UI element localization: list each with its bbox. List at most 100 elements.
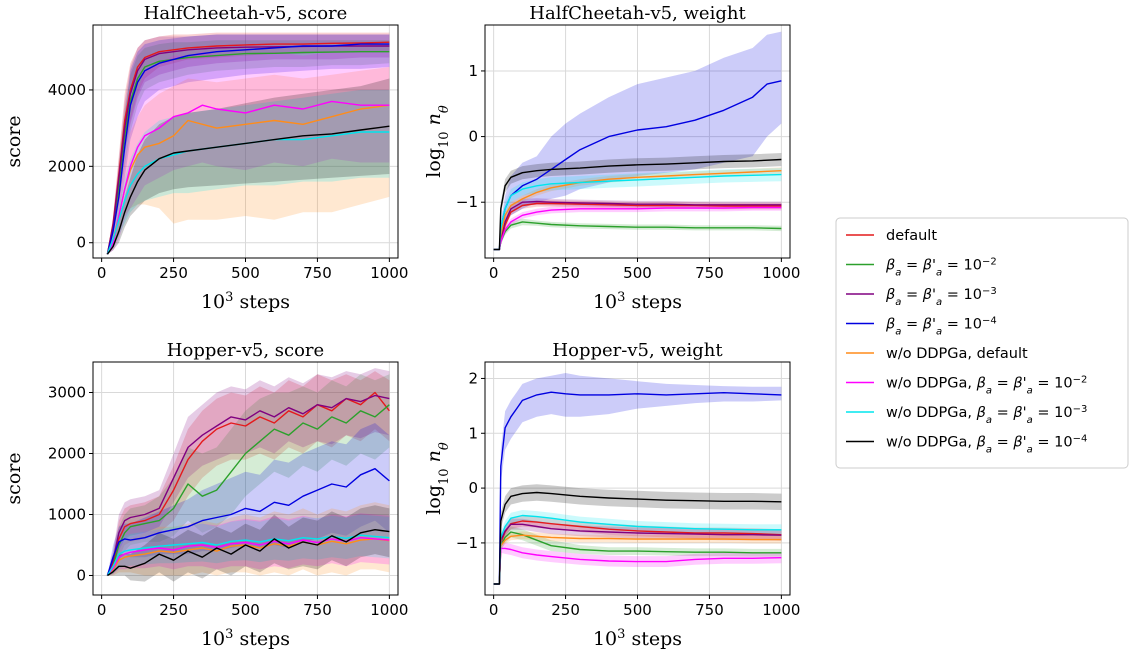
subplot-0: 0 250 500 750 1000 0 2000 4000 HalfCheetah-v5, s…: [3, 3, 408, 313]
x-tick-label: 500: [231, 264, 260, 282]
x-axis-label: 103 steps: [201, 290, 290, 314]
series-band-4: [493, 531, 782, 584]
y-tick-label: 1000: [48, 505, 86, 523]
series-line-2: [106, 394, 390, 576]
series-line-5: [106, 537, 390, 576]
x-tick-label: 500: [623, 601, 652, 619]
subplot-title: HalfCheetah-v5, score: [144, 3, 348, 24]
series-line-7: [493, 491, 782, 585]
x-axis-label: 103 steps: [593, 627, 682, 651]
series-line-5: [493, 206, 782, 251]
series-band-1: [107, 40, 390, 255]
series-line-7: [106, 125, 390, 255]
y-tick-label: −1: [456, 193, 478, 211]
y-tick-label: 1: [468, 62, 478, 80]
legend-label: default: [886, 228, 937, 244]
y-tick-label: 1: [468, 424, 478, 442]
y-tick-label: 3000: [48, 383, 86, 401]
y-tick-label: 0: [468, 479, 478, 497]
legend-box: [835, 217, 1129, 469]
x-tick-label: 500: [231, 601, 260, 619]
series-line-4: [493, 170, 782, 251]
x-tick-label: 250: [551, 601, 580, 619]
series-line-3: [106, 43, 390, 255]
legend-label: βa = β'a = 10−2: [885, 256, 997, 278]
series-line-0: [493, 520, 782, 585]
y-axis-label: log10 nθ: [423, 442, 452, 515]
series-band-0: [107, 371, 390, 576]
y-axis-label: log10 nθ: [423, 105, 452, 178]
series-band-4: [493, 167, 782, 250]
series-line-6: [106, 131, 390, 255]
x-axis-label: 103 steps: [593, 290, 682, 314]
x-tick-label: 750: [695, 264, 724, 282]
series-line-5: [106, 100, 390, 255]
series-band-3: [107, 423, 390, 576]
x-tick-label: 250: [551, 264, 580, 282]
series-line-0: [493, 202, 782, 251]
x-tick-label: 0: [97, 601, 107, 619]
series-band-6: [493, 168, 782, 250]
y-axis-label: score: [3, 452, 25, 504]
series-line-5: [493, 547, 782, 585]
legend: default βa = β'a = 10−2 βa = β'a = 10−3 βa …: [835, 217, 1129, 469]
series-line-3: [493, 391, 782, 585]
series-band-4: [107, 67, 390, 255]
series-line-0: [106, 391, 390, 576]
y-tick-label: 2000: [48, 444, 86, 462]
series-band-2: [493, 198, 782, 250]
series-band-1: [493, 526, 782, 584]
y-tick-label: 0: [76, 234, 86, 252]
x-tick-label: 0: [489, 601, 499, 619]
legend-label: βa = β'a = 10−4: [885, 315, 997, 337]
subplot-title: HalfCheetah-v5, weight: [529, 3, 746, 24]
series-line-3: [106, 468, 390, 576]
subplot-title: Hopper-v5, weight: [552, 340, 723, 361]
series-line-2: [493, 523, 782, 585]
series-band-2: [107, 368, 390, 576]
series-band-5: [107, 513, 390, 576]
series-band-0: [107, 32, 390, 255]
legend-label: w/o DDPGa, βa = β'a = 10−4: [886, 433, 1087, 455]
subplot-title: Hopper-v5, score: [167, 340, 324, 361]
y-tick-label: 2: [468, 369, 478, 387]
y-tick-label: 0: [468, 128, 478, 146]
series-line-4: [493, 534, 782, 585]
series-band-5: [493, 542, 782, 584]
subplot-1: 0 250 500 750 1000 −1 0 1 HalfCheetah-v5, weight…: [423, 3, 800, 313]
series-band-2: [107, 34, 390, 255]
x-tick-label: 1000: [762, 264, 800, 282]
series-band-1: [107, 374, 390, 576]
x-tick-label: 750: [303, 601, 332, 619]
series-line-1: [106, 404, 390, 576]
series-band-1: [493, 218, 782, 250]
series-line-6: [493, 514, 782, 585]
series-band-7: [493, 153, 782, 250]
x-tick-label: 750: [695, 601, 724, 619]
x-tick-label: 250: [159, 601, 188, 619]
x-tick-label: 250: [159, 264, 188, 282]
series-band-3: [493, 31, 782, 250]
legend-label: w/o DDPGa, βa = β'a = 10−2: [886, 374, 1087, 396]
y-tick-label: 4000: [48, 81, 86, 99]
x-tick-label: 0: [97, 264, 107, 282]
legend-label: w/o DDPGa, default: [886, 346, 1028, 362]
series-line-7: [493, 158, 782, 251]
series-line-6: [106, 534, 390, 576]
series-line-6: [493, 173, 782, 251]
x-tick-label: 0: [489, 264, 499, 282]
series-band-7: [107, 78, 390, 255]
y-tick-label: −1: [456, 534, 478, 552]
series-line-1: [493, 531, 782, 585]
subplot-2: 0 250 500 750 1000 0 1000 2000 3000 Hopper-v5, sc…: [3, 340, 408, 650]
x-tick-label: 1000: [370, 601, 408, 619]
series-band-5: [493, 204, 782, 250]
legend-label: βa = β'a = 10−3: [885, 286, 997, 308]
series-line-0: [106, 41, 390, 255]
y-tick-label: 2000: [48, 157, 86, 175]
x-tick-label: 1000: [370, 264, 408, 282]
x-tick-label: 1000: [762, 601, 800, 619]
series-line-4: [106, 538, 390, 576]
subplot-3: 0 250 500 750 1000 −1 0 1 2 Hopper-v5, weight 103 …: [423, 340, 800, 650]
